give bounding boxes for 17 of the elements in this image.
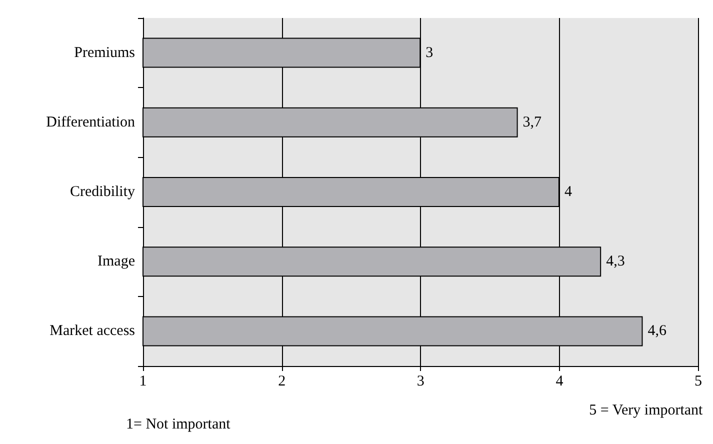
y-tick-label: Credibility bbox=[70, 184, 136, 200]
y-tick-label: Premiums bbox=[74, 44, 136, 61]
y-tick-label: Market access bbox=[50, 323, 136, 340]
text: 1= Not important bbox=[126, 416, 232, 432]
text: 5 = Very important bbox=[589, 402, 704, 418]
y-tick-label: Image bbox=[98, 254, 136, 270]
data-label: 4,3 bbox=[606, 254, 625, 270]
data-label: 3 bbox=[426, 44, 434, 61]
x-tick-label: 4 bbox=[556, 374, 564, 390]
data-label: 4 bbox=[564, 184, 572, 200]
y-tick-label: Differentiation bbox=[46, 114, 136, 130]
x-tick-label: 1 bbox=[139, 374, 147, 390]
data-label: 4,6 bbox=[648, 323, 667, 340]
data-label: 3,7 bbox=[522, 114, 542, 130]
x-tick-label: 3 bbox=[416, 374, 424, 390]
x-tick-label: 5 bbox=[694, 374, 702, 390]
x-tick-label: 2 bbox=[278, 374, 286, 390]
